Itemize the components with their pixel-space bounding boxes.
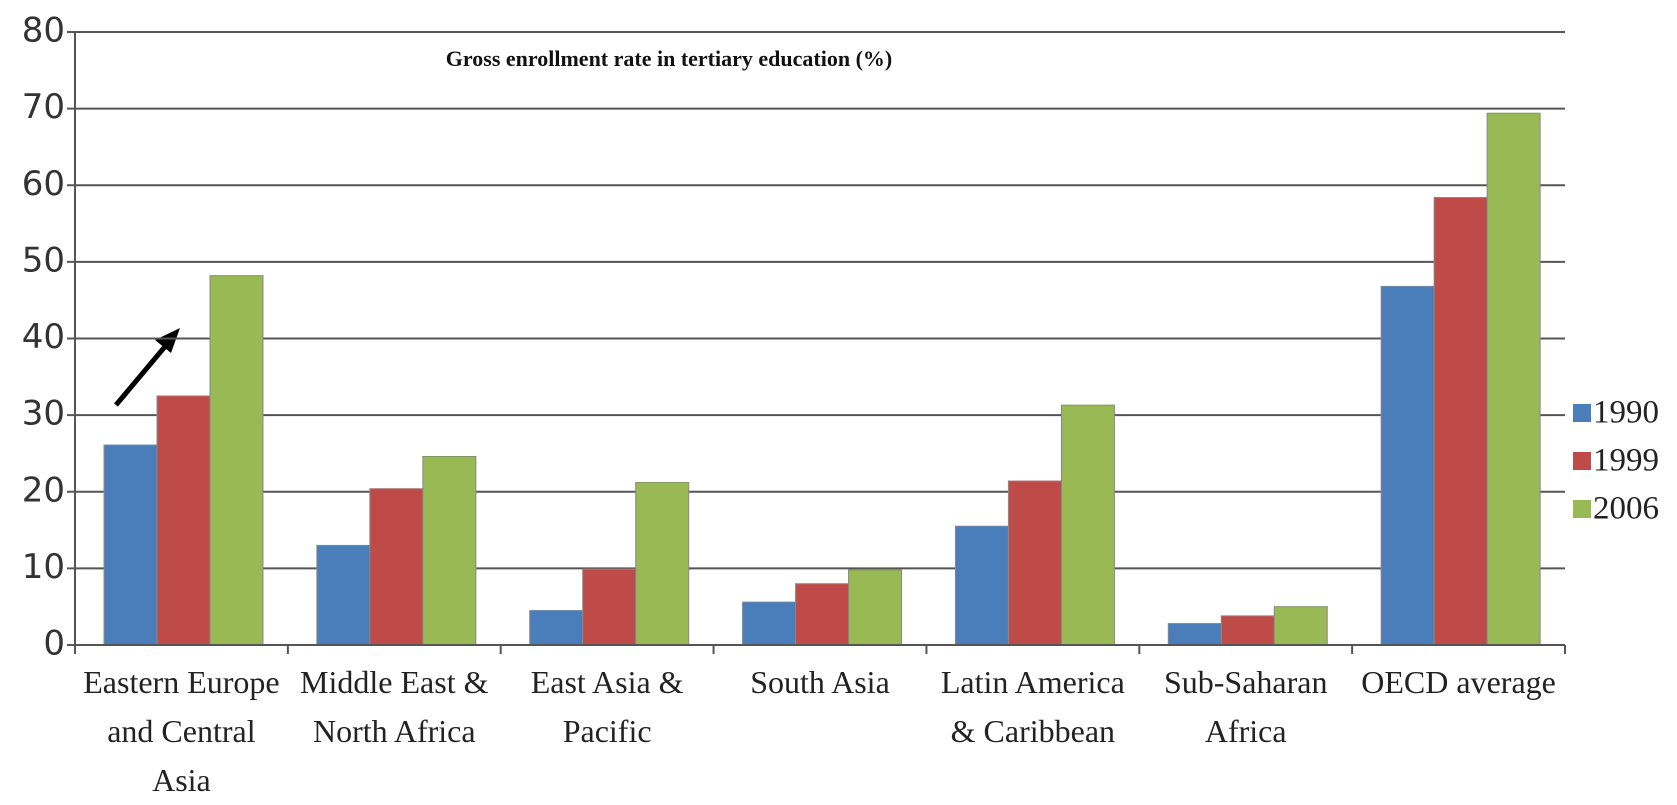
legend-label: 1999 bbox=[1593, 443, 1659, 479]
y-tick-label: 40 bbox=[22, 317, 65, 357]
bar bbox=[422, 456, 477, 646]
legend-swatch bbox=[1573, 500, 1591, 518]
bar bbox=[1220, 615, 1275, 646]
bar bbox=[1007, 480, 1062, 646]
legend-swatch bbox=[1573, 404, 1591, 422]
y-tick-label: 60 bbox=[22, 164, 65, 204]
bar bbox=[1060, 404, 1115, 646]
bar bbox=[742, 601, 797, 646]
bar bbox=[369, 488, 424, 646]
bar bbox=[954, 525, 1009, 646]
y-tick-label: 20 bbox=[22, 470, 65, 510]
y-tick-label: 70 bbox=[22, 87, 65, 127]
x-tick-label: Latin America & Caribbean bbox=[940, 664, 1125, 749]
x-tick-label: Eastern Europe and Central Asia bbox=[83, 664, 280, 798]
y-tick-label: 50 bbox=[22, 240, 65, 280]
x-tick-label: South Asia bbox=[750, 664, 890, 700]
x-tick-label: Middle East & North Africa bbox=[300, 664, 489, 749]
bar bbox=[156, 395, 211, 646]
bar bbox=[316, 544, 371, 646]
bar bbox=[582, 568, 637, 646]
bar bbox=[1167, 623, 1222, 646]
bar bbox=[1433, 197, 1488, 646]
bar bbox=[209, 275, 264, 646]
legend-swatch bbox=[1573, 452, 1591, 470]
bar bbox=[635, 482, 690, 646]
bar bbox=[848, 569, 903, 646]
bar bbox=[1380, 285, 1435, 646]
chart-title: Gross enrollment rate in tertiary educat… bbox=[446, 46, 892, 71]
bar bbox=[1273, 606, 1328, 646]
bar bbox=[795, 583, 850, 646]
annotation-arrow bbox=[114, 328, 180, 407]
legend-label: 1990 bbox=[1593, 395, 1659, 431]
y-tick-label: 10 bbox=[22, 547, 65, 587]
bar bbox=[529, 610, 584, 646]
bar bbox=[103, 444, 158, 646]
x-tick-label: Sub-Saharan Africa bbox=[1163, 664, 1328, 749]
x-tick-label: OECD average bbox=[1361, 664, 1556, 700]
y-tick-label: 0 bbox=[43, 624, 65, 664]
bar bbox=[1486, 112, 1541, 646]
x-tick-label: East Asia & Pacific bbox=[530, 664, 684, 749]
legend-label: 2006 bbox=[1593, 491, 1659, 527]
y-tick-label: 30 bbox=[22, 394, 65, 434]
y-tick-label: 80 bbox=[22, 11, 65, 51]
